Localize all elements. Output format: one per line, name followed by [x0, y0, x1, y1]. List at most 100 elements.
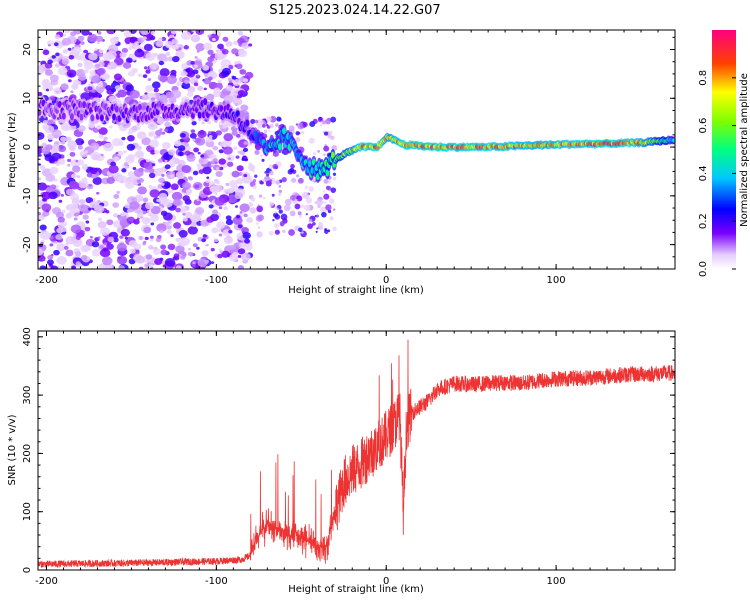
noise-blob — [160, 167, 166, 172]
noise-blob — [38, 211, 42, 216]
x-tick-label: -200 — [35, 576, 58, 587]
spectrogram-frame — [37, 29, 676, 270]
noise-blob — [162, 141, 171, 150]
noise-blob — [180, 70, 188, 77]
noise-blob — [320, 121, 323, 124]
noise-blob — [196, 163, 202, 168]
noise-blob — [145, 158, 150, 163]
noise-blob — [323, 145, 330, 152]
noise-blob — [154, 258, 163, 266]
noise-blob — [202, 234, 207, 238]
noise-blob — [149, 238, 154, 242]
noise-blob — [231, 75, 237, 80]
noise-blob — [151, 81, 161, 89]
noise-blob — [160, 210, 168, 216]
noise-blob — [146, 210, 150, 213]
noise-blob — [210, 247, 215, 252]
noise-blob — [61, 37, 72, 46]
x-tick-label: 100 — [547, 275, 566, 286]
noise-blob — [91, 75, 101, 84]
noise-blob — [50, 265, 59, 269]
noise-blob — [103, 136, 108, 141]
noise-blob — [91, 248, 102, 257]
noise-blob — [316, 227, 319, 230]
noise-blob — [327, 229, 331, 233]
noise-blob — [106, 219, 114, 226]
noise-blob — [160, 249, 168, 256]
noise-blob — [88, 207, 92, 211]
noise-blob — [195, 207, 204, 215]
noise-blob — [135, 255, 145, 264]
noise-blob — [170, 89, 182, 99]
noise-blob — [252, 169, 255, 173]
noise-blob — [318, 116, 323, 121]
noise-blob — [85, 197, 94, 204]
noise-blob — [48, 191, 58, 200]
ridge-point — [69, 113, 74, 121]
noise-blob — [97, 217, 103, 222]
noise-blob — [284, 198, 292, 206]
noise-blob — [175, 50, 185, 58]
noise-blob — [189, 132, 197, 139]
noise-blob — [238, 110, 250, 119]
noise-blob — [186, 154, 196, 162]
noise-blob — [218, 248, 223, 252]
noise-blob — [73, 46, 82, 54]
noise-blob — [121, 168, 127, 173]
noise-blob — [98, 134, 104, 139]
noise-blob — [136, 179, 141, 184]
noise-blob — [55, 233, 63, 241]
noise-blob — [38, 182, 48, 191]
colorbar-ticks: 0.0 0.2 0.4 0.6 0.8 — [698, 70, 736, 277]
noise-blob — [148, 132, 153, 137]
noise-blob — [141, 94, 149, 101]
x-tick-label: -200 — [35, 275, 58, 286]
noise-blob — [254, 119, 259, 124]
noise-blob — [237, 90, 246, 97]
noise-blob — [62, 33, 67, 37]
noise-blob — [38, 248, 44, 256]
noise-blob — [147, 78, 152, 81]
x-tick-label: 100 — [547, 576, 566, 587]
noise-blob — [81, 230, 85, 234]
noise-blob — [326, 185, 332, 191]
noise-blob — [215, 170, 223, 178]
noise-blob — [231, 251, 240, 259]
noise-blob — [234, 61, 239, 65]
noise-blob — [278, 189, 282, 193]
noise-blob — [142, 197, 149, 203]
noise-blob — [274, 131, 279, 136]
noise-blob — [164, 258, 176, 267]
noise-blob — [128, 258, 136, 265]
noise-blob — [175, 207, 181, 213]
noise-blob — [242, 232, 251, 240]
noise-blob — [102, 73, 111, 80]
figure-title: S125.2023.024.14.22.G07 — [269, 3, 440, 18]
noise-blob — [54, 63, 61, 68]
noise-blob — [243, 173, 248, 178]
noise-blob — [80, 41, 85, 45]
noise-blob — [217, 43, 224, 50]
noise-blob — [288, 125, 295, 132]
noise-blob — [206, 216, 215, 223]
noise-blob — [77, 179, 89, 189]
noise-blob — [142, 74, 148, 79]
noise-blob — [106, 176, 115, 185]
noise-blob — [171, 38, 179, 45]
noise-blob — [330, 187, 337, 193]
noise-blob — [74, 251, 82, 257]
noise-blob — [142, 210, 147, 214]
colorbar-label: Normalized spectral amplitude — [739, 73, 750, 227]
x-tick-label: -100 — [205, 576, 228, 587]
noise-blob — [97, 82, 104, 88]
noise-blob — [239, 203, 250, 212]
noise-blob — [205, 179, 210, 183]
noise-blob — [127, 135, 135, 142]
noise-blob — [324, 195, 327, 198]
noise-blob — [145, 52, 156, 61]
snr-panel: -200 -100 0 100 0 100 200 300 400 Height of stra… — [7, 327, 676, 595]
noise-blob — [143, 66, 148, 70]
noise-blob — [180, 255, 186, 260]
